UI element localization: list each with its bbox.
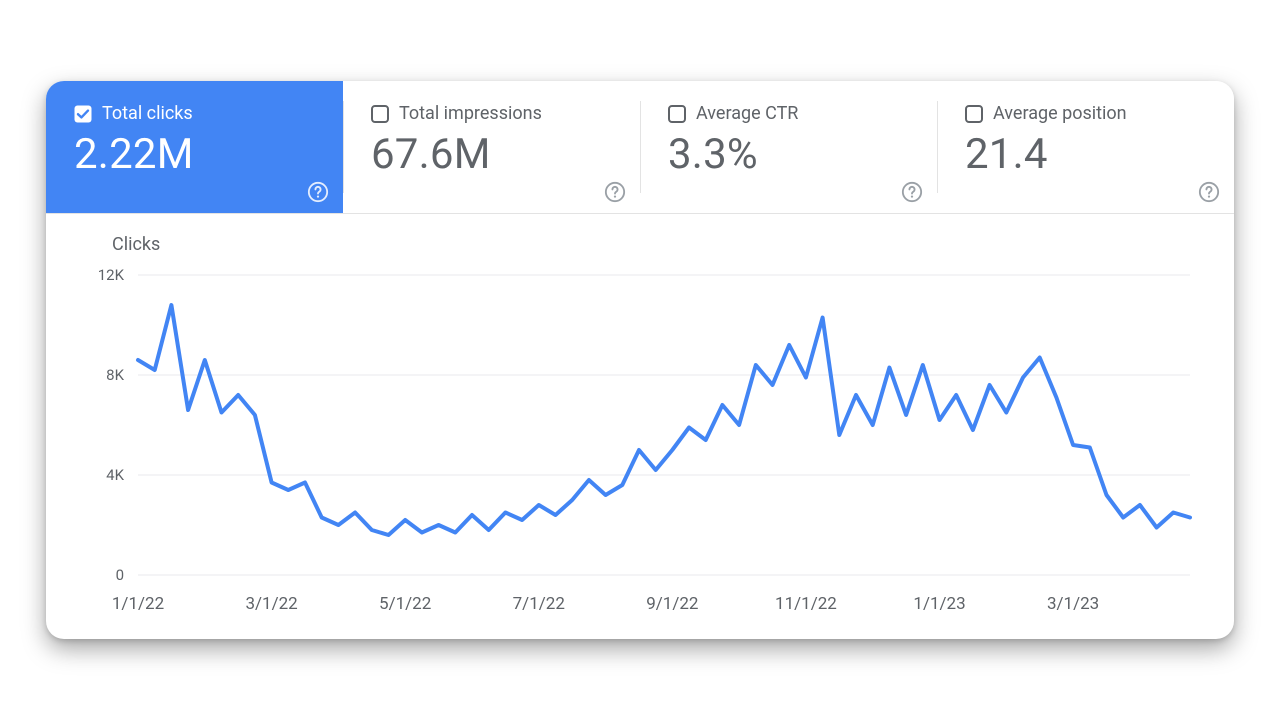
- help-icon[interactable]: [604, 181, 626, 203]
- svg-text:3/1/22: 3/1/22: [245, 594, 297, 614]
- svg-text:4K: 4K: [106, 466, 124, 484]
- checkbox-checked-icon: [74, 105, 92, 123]
- metric-tab-total-clicks[interactable]: Total clicks 2.22M: [46, 81, 343, 213]
- checkbox-empty-icon: [668, 105, 686, 123]
- svg-text:1/1/23: 1/1/23: [913, 594, 965, 614]
- metric-value: 67.6M: [371, 130, 612, 179]
- checkbox-empty-icon: [965, 105, 983, 123]
- metric-value: 2.22M: [74, 130, 315, 179]
- metric-value: 3.3%: [668, 130, 909, 179]
- checkbox-empty-icon: [371, 105, 389, 123]
- svg-text:1/1/22: 1/1/22: [112, 594, 164, 614]
- metric-label: Average CTR: [696, 103, 798, 124]
- svg-text:0: 0: [116, 566, 124, 584]
- metric-value: 21.4: [965, 130, 1206, 179]
- metric-tab-average-position[interactable]: Average position 21.4: [937, 81, 1234, 213]
- chart-title: Clicks: [112, 234, 1204, 255]
- svg-text:5/1/22: 5/1/22: [379, 594, 431, 614]
- help-icon[interactable]: [307, 181, 329, 203]
- svg-text:11/1/22: 11/1/22: [775, 594, 837, 614]
- svg-text:7/1/22: 7/1/22: [513, 594, 565, 614]
- help-icon[interactable]: [901, 181, 923, 203]
- metric-tab-average-ctr[interactable]: Average CTR 3.3%: [640, 81, 937, 213]
- svg-text:3/1/23: 3/1/23: [1047, 594, 1099, 614]
- performance-card: Total clicks 2.22M Total impressions 67.…: [46, 81, 1234, 639]
- metric-label: Total clicks: [102, 103, 193, 124]
- chart-area: Clicks 0 4K 8K 12K 1/1/22 3/1/22 5/1/22 7/1/22 9…: [46, 214, 1234, 639]
- svg-text:12K: 12K: [98, 266, 125, 284]
- help-icon[interactable]: [1198, 181, 1220, 203]
- metric-label: Average position: [993, 103, 1127, 124]
- metric-tab-total-impressions[interactable]: Total impressions 67.6M: [343, 81, 640, 213]
- metric-label: Total impressions: [399, 103, 542, 124]
- metric-tabs: Total clicks 2.22M Total impressions 67.…: [46, 81, 1234, 214]
- svg-text:8K: 8K: [106, 366, 124, 384]
- clicks-line-chart: 0 4K 8K 12K 1/1/22 3/1/22 5/1/22 7/1/22 9/1/22 11…: [76, 261, 1204, 621]
- svg-text:9/1/22: 9/1/22: [646, 594, 698, 614]
